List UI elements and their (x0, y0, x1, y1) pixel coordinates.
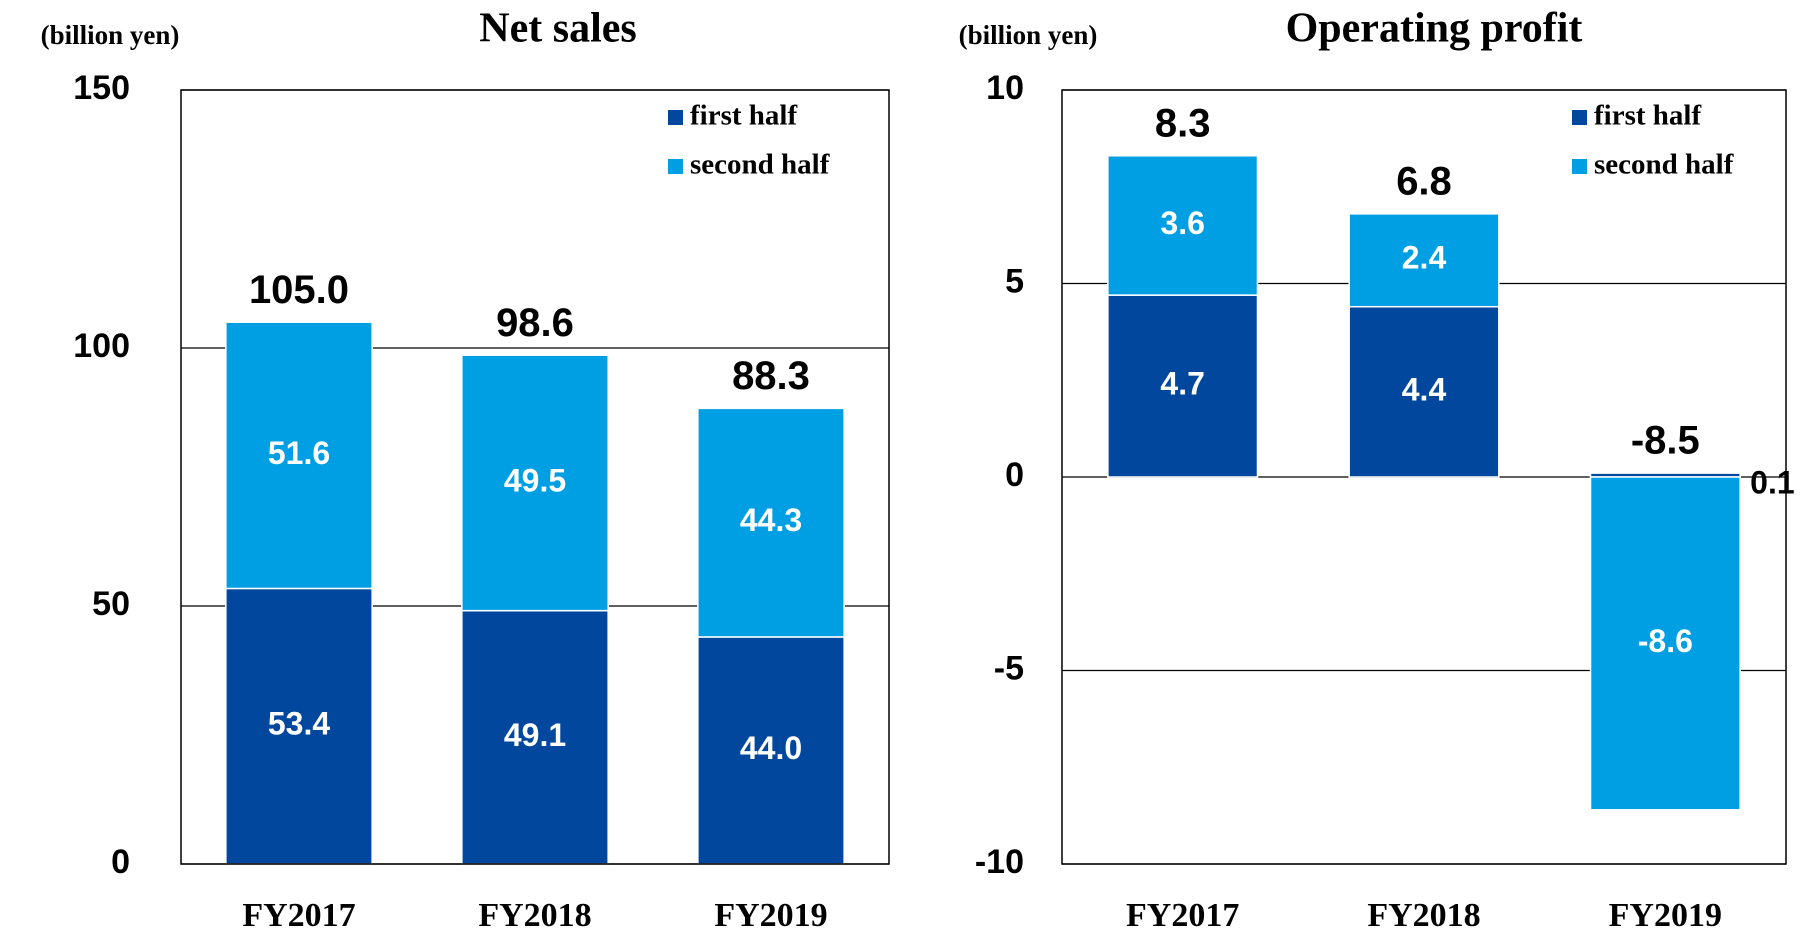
x-tick-label: FY2019 (1609, 897, 1722, 933)
bar-segment (697, 407, 845, 638)
bar-segment (1107, 294, 1259, 478)
y-axis-label: (billion yen) (959, 20, 1098, 50)
total-label: 6.8 (1396, 159, 1452, 203)
x-tick-label: FY2019 (714, 897, 827, 933)
data-label: 0.1 (1750, 465, 1794, 501)
y-tick-label: 150 (73, 69, 130, 107)
data-label: 53.4 (268, 706, 330, 742)
x-tick-label: FY2018 (1367, 897, 1480, 933)
chart-title: Net sales (479, 6, 636, 52)
legend-label: first half (1594, 100, 1701, 132)
legend-label: first half (690, 100, 797, 132)
data-label: 44.3 (740, 502, 802, 538)
x-tick-label: FY2018 (478, 897, 591, 933)
total-label: 98.6 (496, 301, 574, 345)
bar-segment (461, 609, 609, 865)
legend-label: second half (1594, 149, 1734, 181)
data-label: 49.1 (504, 717, 566, 753)
y-tick-label: 5 (1005, 262, 1024, 300)
legend-swatch (1572, 110, 1587, 125)
bar-segment (461, 354, 609, 612)
bar-segment (1348, 213, 1500, 308)
y-axis-label: (billion yen) (41, 20, 180, 50)
bar-segment (1107, 155, 1259, 296)
total-label: 8.3 (1155, 101, 1211, 145)
data-label: 3.6 (1160, 205, 1204, 241)
chart-title: Operating profit (1286, 6, 1583, 52)
data-label: 2.4 (1402, 240, 1447, 276)
y-tick-label: 100 (73, 327, 130, 365)
data-label: 44.0 (740, 730, 802, 766)
bar-segment (225, 321, 373, 590)
data-label: 4.4 (1402, 371, 1447, 407)
bar-segment (697, 636, 845, 865)
y-tick-label: -5 (994, 649, 1024, 687)
y-tick-label: -10 (975, 843, 1024, 881)
y-tick-label: 50 (92, 585, 130, 623)
total-label: 88.3 (732, 354, 810, 398)
plot-frame (180, 89, 890, 865)
legend-swatch (668, 159, 683, 174)
data-label: 49.5 (504, 462, 566, 498)
total-label: -8.5 (1631, 419, 1700, 463)
y-tick-label: 0 (1005, 456, 1024, 494)
data-label: -8.6 (1638, 623, 1693, 659)
bar-segment (1348, 305, 1500, 478)
data-label: 4.7 (1160, 366, 1204, 402)
legend-swatch (668, 110, 683, 125)
x-tick-label: FY2017 (1126, 897, 1239, 933)
plot-frame (1061, 89, 1787, 865)
data-label: 51.6 (268, 435, 330, 471)
total-label: 105.0 (249, 268, 349, 312)
bar-segment (1589, 476, 1741, 811)
legend-swatch (1572, 159, 1587, 174)
legend-label: second half (690, 149, 830, 181)
y-tick-label: 10 (986, 69, 1024, 107)
y-tick-label: 0 (111, 843, 130, 881)
bar-segment (225, 587, 373, 865)
x-tick-label: FY2017 (242, 897, 355, 933)
